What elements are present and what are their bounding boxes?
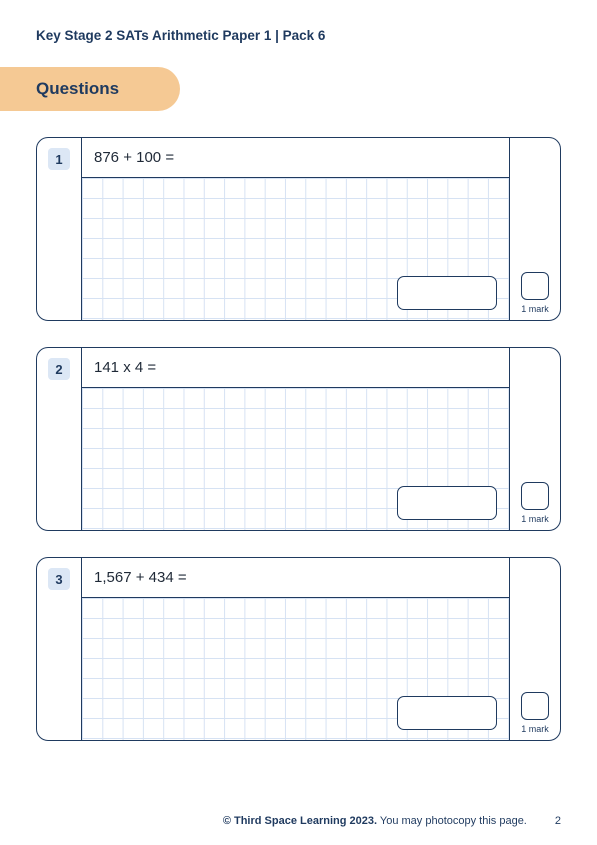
working-grid	[82, 598, 509, 740]
worksheet-page: Key Stage 2 SATs Arithmetic Paper 1 | Pa…	[0, 0, 597, 845]
mark-box[interactable]	[521, 482, 549, 510]
answer-box[interactable]	[397, 696, 497, 730]
working-grid	[82, 178, 509, 320]
page-footer: © Third Space Learning 2023. You may pho…	[36, 815, 561, 827]
answer-box[interactable]	[397, 276, 497, 310]
page-header-title: Key Stage 2 SATs Arithmetic Paper 1 | Pa…	[36, 28, 561, 43]
mark-column: 1 mark	[510, 138, 560, 320]
question-number: 2	[48, 358, 70, 380]
page-number: 2	[555, 815, 561, 827]
question-box: 1 876 + 100 = 1 mark	[36, 137, 561, 321]
mark-column: 1 mark	[510, 348, 560, 530]
question-body: 1,567 + 434 =	[81, 558, 510, 740]
mark-column: 1 mark	[510, 558, 560, 740]
question-body: 876 + 100 =	[81, 138, 510, 320]
working-grid	[82, 388, 509, 530]
question-text: 876 + 100 =	[82, 138, 509, 178]
mark-box[interactable]	[521, 692, 549, 720]
mark-label: 1 mark	[521, 724, 549, 734]
question-number: 1	[48, 148, 70, 170]
section-tab: Questions	[0, 67, 180, 111]
question-text: 141 x 4 =	[82, 348, 509, 388]
question-body: 141 x 4 =	[81, 348, 510, 530]
question-text: 1,567 + 434 =	[82, 558, 509, 598]
copyright-text: © Third Space Learning 2023. You may pho…	[223, 815, 527, 827]
question-number: 3	[48, 568, 70, 590]
mark-box[interactable]	[521, 272, 549, 300]
copyright-rest: You may photocopy this page.	[377, 815, 527, 827]
mark-label: 1 mark	[521, 514, 549, 524]
question-box: 2 141 x 4 = 1 mark	[36, 347, 561, 531]
question-number-col: 3	[37, 558, 81, 740]
answer-box[interactable]	[397, 486, 497, 520]
question-number-col: 1	[37, 138, 81, 320]
mark-label: 1 mark	[521, 304, 549, 314]
question-box: 3 1,567 + 434 = 1 mark	[36, 557, 561, 741]
question-number-col: 2	[37, 348, 81, 530]
copyright-bold: © Third Space Learning 2023.	[223, 815, 377, 827]
section-label: Questions	[36, 79, 119, 99]
